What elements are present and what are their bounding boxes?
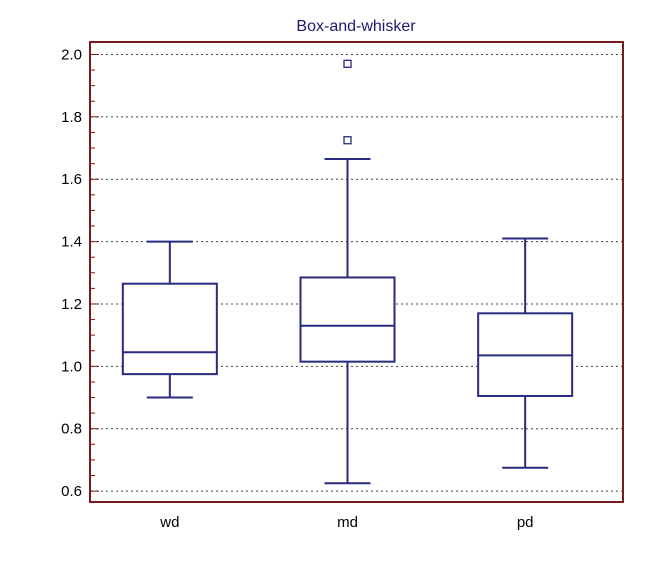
x-axis: wd md pd — [159, 514, 533, 531]
outlier-point — [343, 59, 352, 68]
box-plot-md — [299, 59, 396, 485]
y-tick-label: 1.0 — [61, 358, 82, 375]
outlier-point — [343, 136, 352, 145]
x-category-label: md — [337, 514, 358, 531]
chart-title: Box-and-whisker — [296, 18, 416, 35]
box-plot-pd — [477, 237, 574, 469]
iqr-box — [299, 276, 396, 363]
y-tick-label: 2.0 — [61, 46, 82, 63]
box-series — [121, 59, 574, 485]
y-tick-label: 0.8 — [61, 421, 82, 438]
x-category-label: wd — [159, 514, 179, 531]
y-tick-label: 1.4 — [61, 234, 82, 251]
y-tick-label: 1.8 — [61, 109, 82, 126]
x-category-label: pd — [517, 514, 534, 531]
iqr-box — [121, 282, 218, 376]
box-plot-wd — [121, 240, 218, 399]
plot-frame — [89, 41, 624, 503]
y-axis: 0.6 0.8 1.0 1.2 1.4 1.6 1.8 2.0 — [61, 46, 99, 500]
y-tick-label: 1.2 — [61, 296, 82, 313]
y-tick-label: 0.6 — [61, 483, 82, 500]
y-tick-label: 1.6 — [61, 171, 82, 188]
